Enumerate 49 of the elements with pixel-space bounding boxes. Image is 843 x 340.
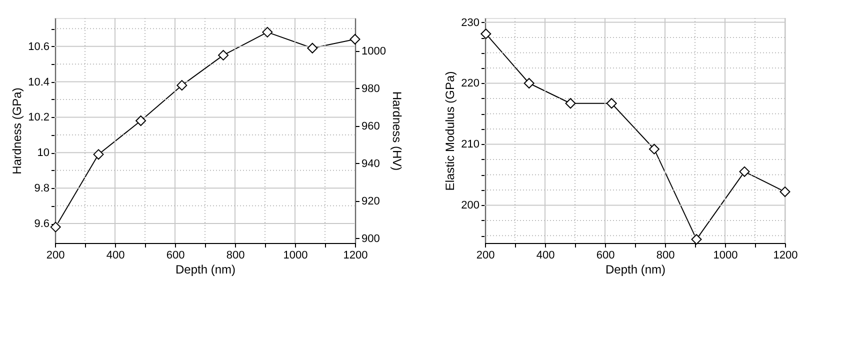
y-axis-title: Elastic Modulus (GPa) — [443, 71, 458, 191]
x-tick-label: 400 — [106, 250, 125, 262]
x-tick-label: 400 — [536, 250, 555, 262]
point — [565, 98, 576, 109]
point — [606, 98, 617, 109]
y2-tick-label: 920 — [362, 195, 380, 208]
y-axis-title: Hardness (GPa) — [10, 88, 24, 174]
x-tick-label: 1200 — [773, 250, 798, 262]
y-tick-label: 9.6 — [34, 218, 50, 230]
y-tick-label: 10.6 — [28, 40, 50, 53]
y2-tick-label: 940 — [362, 158, 380, 170]
x-tick-label: 1200 — [343, 250, 368, 262]
point — [262, 26, 273, 38]
x-tick-label: 1000 — [713, 250, 738, 262]
x-axis-title: Depth (nm) — [175, 262, 236, 276]
y-tick-label: 210 — [461, 138, 480, 151]
point — [136, 116, 146, 126]
x-tick-label: 600 — [596, 250, 615, 262]
point — [780, 186, 790, 198]
x-tick-label: 1000 — [283, 250, 308, 262]
point — [524, 78, 534, 88]
y2-tick-label: 960 — [362, 120, 380, 132]
point — [691, 234, 702, 245]
y-tick-label: 9.8 — [34, 182, 50, 195]
point — [93, 149, 104, 160]
x-tick-label: 600 — [166, 250, 185, 262]
point — [307, 42, 318, 54]
point — [50, 222, 61, 232]
y-tick-label: 10.4 — [28, 76, 50, 88]
point — [350, 34, 360, 45]
point — [648, 144, 660, 154]
y-tick-label: 230 — [461, 16, 480, 29]
y2-axis-title: Hardness (HV) — [390, 91, 404, 171]
x-tick-label: 800 — [656, 250, 675, 262]
y-tick-label: 220 — [461, 78, 480, 90]
x-axis-title: Depth (nm) — [605, 262, 666, 276]
x-tick-label: 200 — [476, 250, 495, 262]
y-tick-label: 10 — [37, 147, 50, 160]
y-tick-label: 200 — [461, 200, 480, 212]
point — [176, 80, 188, 91]
y2-tick-label: 900 — [362, 232, 380, 245]
point — [480, 28, 492, 40]
x-tick-label: 800 — [226, 250, 245, 262]
y2-tick-label: 980 — [362, 82, 380, 95]
point — [739, 166, 750, 177]
y-tick-label: 10.2 — [28, 112, 50, 124]
x-tick-label: 200 — [46, 250, 65, 262]
point — [218, 50, 229, 60]
y2-tick-label: 1000 — [362, 45, 386, 58]
